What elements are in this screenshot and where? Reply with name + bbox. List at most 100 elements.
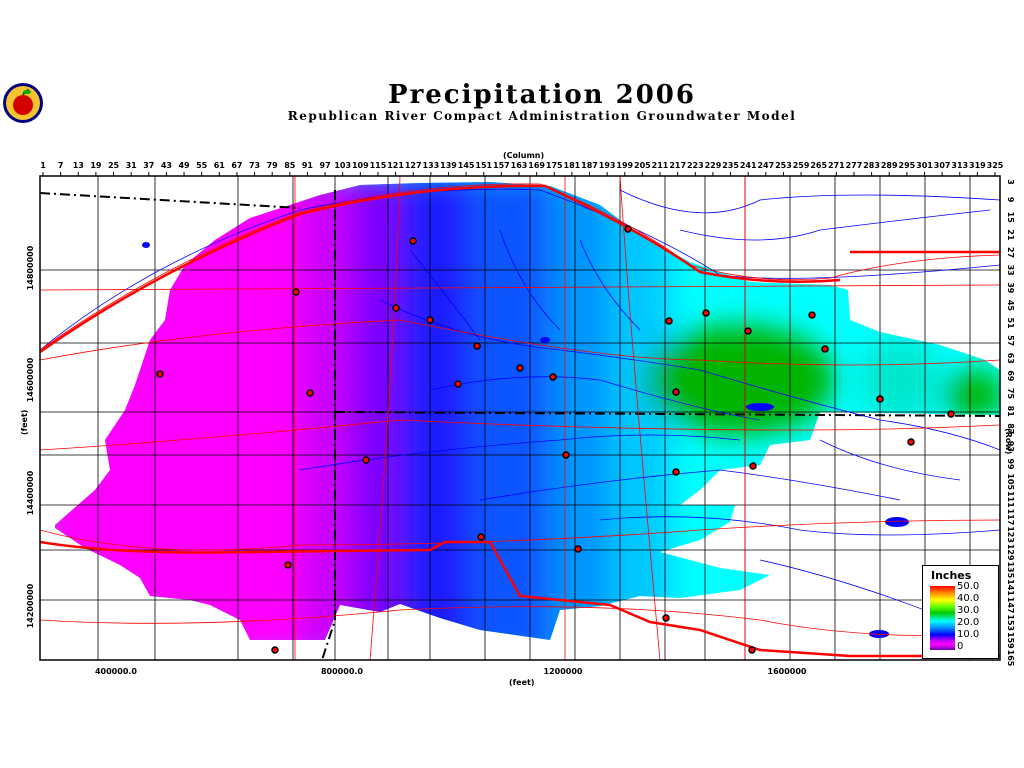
y-tick-label: 14400000 bbox=[26, 470, 35, 515]
column-tick-label: 7 bbox=[58, 161, 64, 170]
column-tick-label: 31 bbox=[126, 161, 138, 170]
map-title: Precipitation 2006 bbox=[388, 80, 696, 110]
row-tick-label: 165 bbox=[1006, 650, 1015, 667]
column-tick-label: 217 bbox=[669, 161, 686, 170]
column-tick-label: 301 bbox=[916, 161, 933, 170]
row-tick-label: 81 bbox=[1006, 406, 1015, 418]
column-tick-label: 103 bbox=[334, 161, 351, 170]
column-tick-label: 127 bbox=[405, 161, 422, 170]
column-tick-label: 277 bbox=[846, 161, 863, 170]
legend-color-bar bbox=[930, 586, 955, 650]
column-tick-label: 199 bbox=[616, 161, 633, 170]
row-tick-label: 21 bbox=[1006, 229, 1015, 241]
row-tick-label: 63 bbox=[1006, 353, 1015, 364]
row-tick-label: 45 bbox=[1006, 300, 1015, 312]
legend: Inches 50.0 40.0 30.0 20.0 10.0 0 bbox=[922, 565, 999, 659]
column-tick-label: 151 bbox=[475, 161, 492, 170]
row-tick-label: 141 bbox=[1006, 579, 1015, 596]
column-tick-label: 85 bbox=[284, 161, 296, 170]
y-tick-label: 14800000 bbox=[26, 245, 35, 290]
y-tick-label: 14600000 bbox=[26, 357, 35, 402]
row-tick-label: 93 bbox=[1006, 441, 1015, 452]
column-tick-label: 25 bbox=[108, 161, 120, 170]
row-tick-label: 111 bbox=[1006, 491, 1015, 508]
legend-title: Inches bbox=[931, 569, 972, 582]
column-tick-label: 139 bbox=[440, 161, 457, 170]
column-tick-label: 241 bbox=[740, 161, 757, 170]
column-tick-label: 37 bbox=[143, 161, 154, 170]
legend-label: 20.0 bbox=[957, 617, 980, 628]
column-tick-label: 223 bbox=[687, 161, 704, 170]
row-tick-label: 123 bbox=[1006, 526, 1015, 543]
row-tick-label: 153 bbox=[1006, 614, 1015, 631]
x-tick-label: 400000.0 bbox=[95, 667, 137, 676]
column-tick-label: 229 bbox=[705, 161, 722, 170]
row-tick-label: 99 bbox=[1006, 459, 1015, 471]
row-tick-label: 75 bbox=[1006, 388, 1015, 400]
column-tick-label: 253 bbox=[775, 161, 792, 170]
column-tick-label: 205 bbox=[634, 161, 651, 170]
row-tick-label: 117 bbox=[1006, 509, 1015, 526]
row-tick-label: 105 bbox=[1006, 473, 1015, 490]
row-tick-label: 9 bbox=[1006, 197, 1015, 203]
legend-label: 30.0 bbox=[957, 605, 980, 616]
column-tick-label: 265 bbox=[810, 161, 827, 170]
column-tick-label: 79 bbox=[267, 161, 279, 170]
column-tick-label: 325 bbox=[987, 161, 1004, 170]
column-tick-label: 43 bbox=[161, 161, 172, 170]
column-tick-label: 121 bbox=[387, 161, 404, 170]
column-tick-label: 175 bbox=[546, 161, 563, 170]
column-axis-title: (Column) bbox=[503, 151, 545, 160]
column-tick-label: 61 bbox=[214, 161, 226, 170]
column-tick-label: 1 bbox=[40, 161, 46, 170]
column-tick-label: 133 bbox=[423, 161, 440, 170]
row-tick-label: 27 bbox=[1006, 247, 1015, 258]
row-tick-label: 87 bbox=[1006, 423, 1015, 434]
x-tick-label: 800000.0 bbox=[321, 667, 363, 676]
row-tick-label: 57 bbox=[1006, 335, 1015, 346]
row-tick-label: 39 bbox=[1006, 282, 1015, 294]
row-tick-label: 147 bbox=[1006, 597, 1015, 614]
row-tick-label: 129 bbox=[1006, 544, 1015, 561]
row-tick-label: 159 bbox=[1006, 632, 1015, 649]
legend-label: 0 bbox=[957, 641, 964, 652]
legend-label: 50.0 bbox=[957, 581, 980, 592]
column-tick-label: 115 bbox=[370, 161, 387, 170]
row-tick-label: 15 bbox=[1006, 212, 1015, 224]
column-tick-label: 169 bbox=[528, 161, 545, 170]
column-tick-label: 289 bbox=[881, 161, 898, 170]
column-tick-label: 163 bbox=[511, 161, 528, 170]
y-tick-label: 14200000 bbox=[26, 583, 35, 628]
column-tick-label: 13 bbox=[73, 161, 84, 170]
column-tick-label: 49 bbox=[178, 161, 190, 170]
column-tick-label: 193 bbox=[599, 161, 616, 170]
column-tick-label: 73 bbox=[249, 161, 260, 170]
logo-apple-icon bbox=[3, 83, 43, 123]
row-tick-label: 51 bbox=[1006, 317, 1015, 329]
row-tick-label: 135 bbox=[1006, 562, 1015, 579]
column-tick-label: 157 bbox=[493, 161, 510, 170]
column-tick-label: 295 bbox=[899, 161, 916, 170]
column-tick-label: 235 bbox=[722, 161, 739, 170]
column-tick-label: 145 bbox=[458, 161, 475, 170]
column-tick-label: 181 bbox=[564, 161, 581, 170]
column-tick-label: 283 bbox=[863, 161, 880, 170]
column-tick-label: 19 bbox=[90, 161, 102, 170]
column-tick-label: 247 bbox=[757, 161, 774, 170]
x-axis-title: (feet) bbox=[509, 678, 535, 687]
legend-label: 40.0 bbox=[957, 593, 980, 604]
map-subtitle: Republican River Compact Administration … bbox=[287, 109, 797, 123]
column-tick-label: 259 bbox=[793, 161, 810, 170]
x-tick-label: 1600000 bbox=[768, 667, 807, 676]
row-tick-label: 33 bbox=[1006, 265, 1015, 276]
row-tick-label: 3 bbox=[1006, 179, 1015, 185]
column-tick-label: 307 bbox=[934, 161, 951, 170]
column-tick-label: 109 bbox=[352, 161, 369, 170]
legend-label: 10.0 bbox=[957, 629, 980, 640]
column-tick-label: 271 bbox=[828, 161, 845, 170]
column-tick-label: 67 bbox=[231, 161, 242, 170]
column-tick-label: 319 bbox=[969, 161, 986, 170]
column-tick-label: 55 bbox=[196, 161, 208, 170]
row-tick-label: 69 bbox=[1006, 370, 1015, 382]
column-tick-label: 313 bbox=[951, 161, 968, 170]
